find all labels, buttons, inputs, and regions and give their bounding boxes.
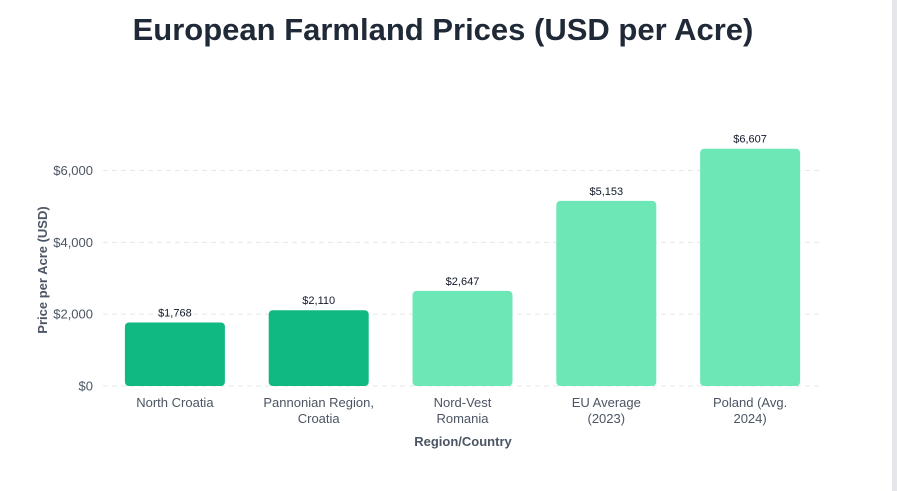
- y-axis-title: Price per Acre (USD): [35, 206, 50, 333]
- bar: [700, 148, 801, 386]
- bar: [124, 322, 225, 386]
- y-tick-label: $2,000: [53, 307, 93, 322]
- bar: [556, 200, 657, 386]
- data-label: $6,607: [733, 134, 767, 146]
- data-label: $1,768: [158, 307, 192, 319]
- data-label: $5,153: [589, 186, 623, 198]
- y-tick-label: $6,000: [53, 163, 93, 178]
- x-tick-label: Croatia: [298, 411, 341, 426]
- y-tick-label: $0: [79, 379, 93, 394]
- x-tick-label: (2023): [588, 411, 626, 426]
- data-label: $2,110: [302, 295, 335, 307]
- x-tick-label: Pannonian Region,: [263, 395, 374, 410]
- scrollbar-track[interactable]: [892, 0, 897, 491]
- x-tick-label: EU Average: [572, 395, 641, 410]
- chart-title: European Farmland Prices (USD per Acre): [132, 12, 754, 47]
- x-tick-label: Romania: [436, 411, 489, 426]
- x-tick-label: 2024): [733, 411, 766, 426]
- bar: [268, 310, 369, 386]
- x-tick-label: Nord-Vest: [434, 395, 492, 410]
- y-tick-label: $4,000: [53, 235, 93, 250]
- x-axis-title: Region/Country: [414, 434, 512, 449]
- bar: [412, 290, 513, 386]
- data-label: $2,647: [446, 276, 480, 288]
- x-tick-label: North Croatia: [136, 395, 214, 410]
- x-tick-label: Poland (Avg.: [713, 395, 787, 410]
